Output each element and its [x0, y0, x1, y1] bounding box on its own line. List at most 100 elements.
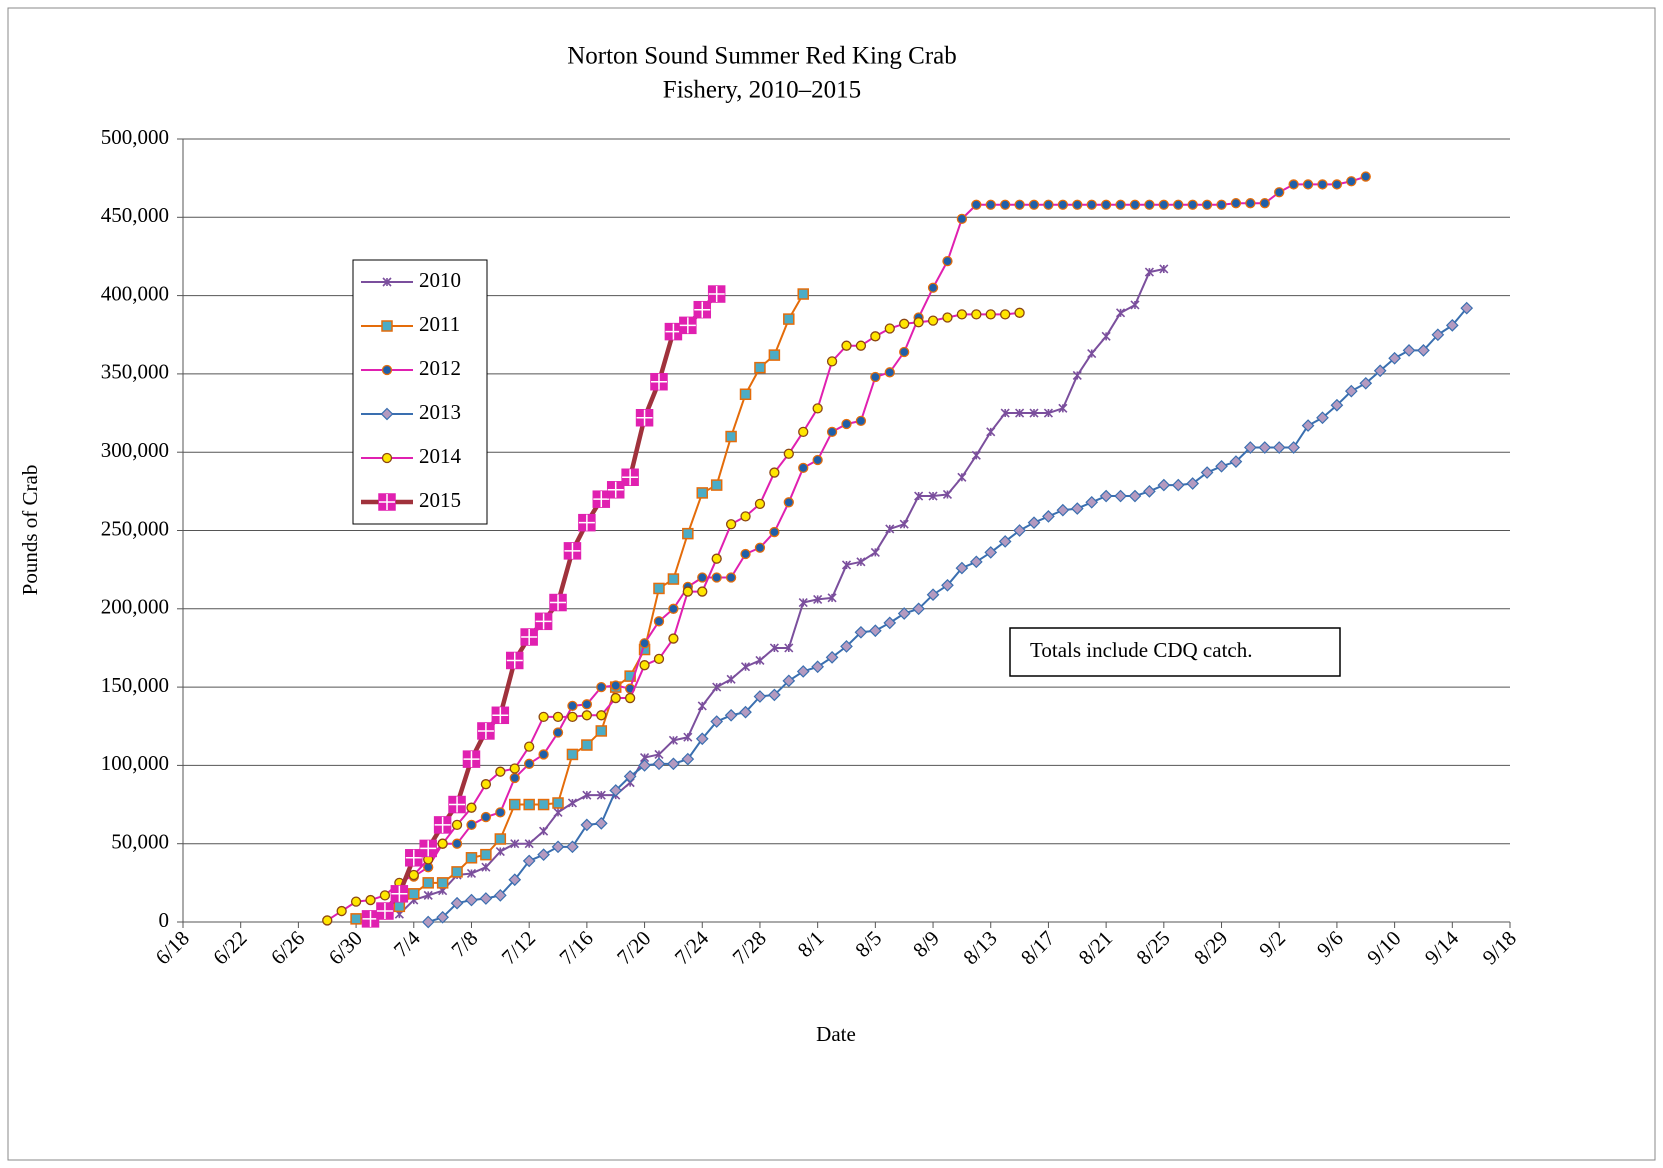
marker-cross — [362, 910, 379, 927]
marker — [971, 309, 982, 320]
marker — [1070, 502, 1084, 515]
marker — [679, 316, 697, 335]
marker — [462, 750, 481, 768]
y-tick-label: 50,000 — [111, 830, 169, 854]
marker — [382, 277, 392, 287]
y-tick-label: 300,000 — [101, 438, 169, 462]
marker — [1157, 478, 1171, 492]
marker — [361, 910, 380, 928]
legend-label: 2014 — [419, 444, 462, 468]
marker — [854, 625, 868, 639]
series — [350, 288, 809, 925]
marker — [1114, 489, 1127, 503]
marker-cross — [593, 491, 610, 508]
marker — [754, 361, 766, 374]
marker — [379, 890, 391, 901]
marker-body — [537, 798, 550, 811]
marker — [683, 732, 693, 742]
marker — [826, 356, 838, 367]
marker — [510, 839, 520, 849]
marker — [899, 318, 910, 329]
marker — [567, 711, 578, 723]
marker — [812, 454, 823, 466]
marker — [552, 727, 564, 738]
marker-body — [739, 388, 752, 401]
marker — [1215, 459, 1228, 473]
marker — [1171, 478, 1185, 492]
marker — [971, 199, 982, 210]
marker — [1028, 199, 1040, 210]
marker-cross — [492, 707, 509, 724]
marker — [668, 603, 679, 614]
marker — [506, 651, 524, 670]
marker — [1216, 199, 1227, 210]
marker — [668, 735, 678, 745]
marker — [1186, 477, 1200, 490]
series-line — [398, 268, 1165, 915]
marker — [885, 524, 895, 534]
legend-item: 2013 — [361, 400, 461, 424]
marker — [784, 643, 794, 653]
y-tick-label: 450,000 — [101, 203, 169, 227]
marker — [697, 572, 708, 583]
marker — [725, 430, 737, 443]
marker — [652, 757, 666, 771]
marker — [668, 633, 679, 644]
marker — [667, 573, 680, 585]
marker — [754, 498, 766, 510]
marker-cross — [521, 628, 538, 645]
marker-body — [696, 487, 709, 499]
marker — [378, 493, 396, 511]
marker — [451, 866, 463, 878]
marker — [1115, 308, 1126, 318]
marker — [826, 426, 838, 437]
marker — [1317, 179, 1328, 190]
marker-cross — [434, 816, 451, 833]
marker — [480, 779, 492, 790]
marker-body — [509, 798, 521, 811]
marker — [1229, 455, 1243, 468]
marker — [1272, 441, 1286, 454]
series — [361, 285, 726, 928]
marker — [697, 701, 707, 711]
y-axis-title: Pounds of Crab — [18, 465, 42, 596]
marker — [1259, 198, 1270, 209]
marker-cross — [449, 796, 466, 813]
marker — [1316, 411, 1329, 425]
marker — [825, 650, 839, 664]
marker — [1000, 309, 1011, 320]
marker — [578, 513, 596, 532]
marker — [798, 462, 809, 474]
marker — [955, 561, 969, 575]
legend-item: 2010 — [361, 268, 461, 292]
marker — [390, 885, 409, 903]
marker — [813, 594, 823, 604]
marker — [481, 862, 491, 872]
marker — [653, 582, 665, 595]
legend-item: 2012 — [361, 356, 461, 380]
marker — [711, 553, 722, 564]
marker — [942, 312, 953, 323]
marker — [509, 772, 520, 784]
marker — [552, 797, 564, 809]
marker-cross — [636, 409, 653, 426]
marker-cross — [463, 751, 480, 768]
marker — [712, 682, 722, 692]
marker — [1200, 466, 1214, 479]
marker — [408, 869, 419, 881]
marker-body — [581, 739, 593, 751]
chart-title: Fishery, 2010–2015 — [663, 77, 861, 104]
marker — [942, 489, 953, 500]
marker — [1274, 187, 1285, 198]
marker — [812, 403, 823, 414]
marker — [493, 889, 507, 902]
marker — [451, 838, 463, 849]
marker — [437, 838, 448, 849]
marker — [755, 655, 765, 666]
marker — [495, 766, 506, 777]
marker — [567, 798, 578, 808]
marker — [566, 840, 579, 854]
marker — [638, 759, 651, 772]
marker — [768, 349, 781, 361]
marker — [436, 877, 449, 889]
